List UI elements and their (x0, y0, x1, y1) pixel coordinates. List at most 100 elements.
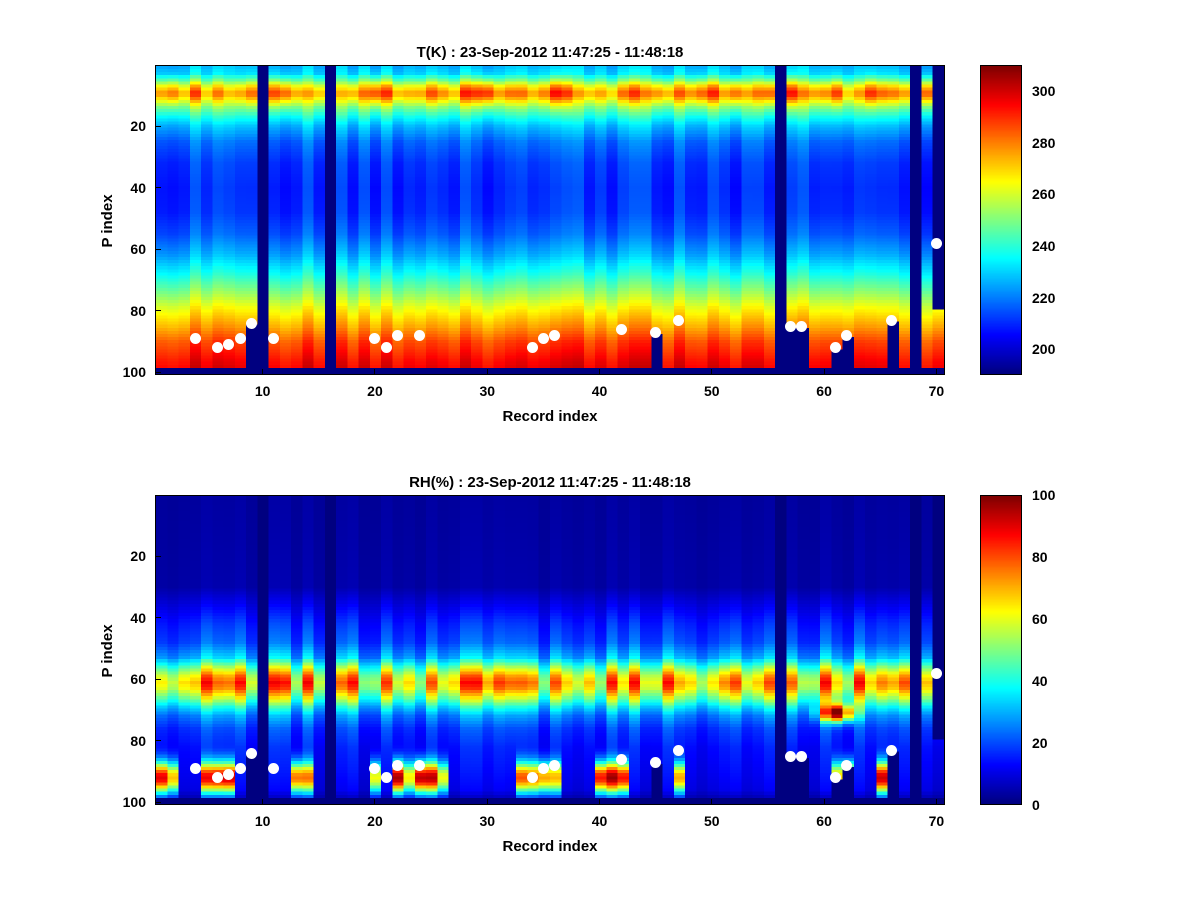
x-tick-mark (599, 799, 601, 804)
white-dot-marker (784, 320, 796, 332)
y-tick-label: 80 (130, 302, 146, 319)
white-dot-marker (189, 763, 201, 775)
white-dot-marker (616, 323, 628, 335)
y-tick-label: 20 (130, 548, 146, 565)
humidity-colorbar (980, 495, 1022, 805)
white-dot-marker (380, 772, 392, 784)
y-tick-mark (156, 187, 161, 189)
temperature-x-axis-label: Record index (502, 408, 598, 425)
white-dot-marker (841, 330, 853, 341)
white-dot-marker (549, 760, 561, 771)
white-dot-marker (369, 333, 381, 345)
y-tick-mark (156, 740, 161, 742)
y-tick-mark (156, 617, 161, 619)
humidity-heatmap-canvas (156, 496, 944, 804)
y-tick-label: 20 (130, 118, 146, 135)
white-dot-marker (526, 772, 538, 784)
white-dot-marker (796, 320, 808, 332)
white-dot-marker (414, 760, 426, 771)
white-dot-marker (414, 330, 426, 341)
x-tick-mark (935, 369, 937, 374)
y-tick-label: 80 (130, 732, 146, 749)
temperature-heatmap-canvas (156, 66, 944, 374)
white-dot-marker (549, 330, 561, 341)
x-tick-label: 10 (254, 813, 271, 829)
x-tick-label: 40 (591, 383, 608, 399)
x-tick-label: 30 (479, 813, 496, 829)
white-dot-marker (650, 326, 662, 338)
colorbar-tick-label: 280 (1032, 134, 1056, 151)
colorbar-tick-label: 100 (1032, 487, 1056, 503)
x-tick-mark (935, 799, 937, 804)
x-tick-mark (262, 369, 264, 374)
white-dot-marker (268, 333, 280, 345)
white-dot-marker (537, 333, 549, 345)
colorbar-tick-label: 40 (1032, 673, 1048, 689)
y-tick-mark (156, 801, 161, 803)
white-dot-marker (885, 744, 897, 756)
white-dot-marker (189, 333, 201, 345)
white-dot-marker (245, 317, 257, 329)
x-tick-mark (599, 369, 601, 374)
y-tick-label: 100 (122, 794, 146, 811)
temperature-title: T(K) : 23-Sep-2012 11:47:25 - 11:48:18 (416, 44, 684, 62)
white-dot-marker (268, 763, 280, 775)
x-tick-mark (486, 369, 488, 374)
colorbar-tick-label: 260 (1032, 186, 1056, 203)
white-dot-marker (796, 750, 808, 762)
colorbar-tick-label: 20 (1032, 735, 1048, 751)
temperature-y-axis-label: P index (99, 194, 116, 248)
white-dot-marker (885, 314, 897, 326)
x-tick-label: 50 (704, 383, 720, 399)
x-tick-mark (374, 369, 376, 374)
humidity-panel: RH(%) : 23-Sep-2012 11:47:25 - 11:48:18 … (0, 430, 1200, 880)
x-tick-label: 70 (928, 813, 945, 829)
x-tick-mark (823, 799, 825, 804)
colorbar-tick-label: 80 (1032, 549, 1048, 565)
y-tick-mark (156, 310, 161, 312)
colorbar-tick-label: 300 (1032, 82, 1056, 99)
temperature-markers-layer (156, 66, 944, 374)
white-dot-marker (223, 339, 235, 351)
white-dot-marker (212, 342, 224, 354)
x-tick-label: 60 (816, 383, 832, 399)
humidity-colorbar-canvas (981, 496, 1021, 804)
x-tick-mark (823, 369, 825, 374)
x-tick-label: 30 (479, 383, 496, 399)
humidity-plot-area (155, 495, 945, 805)
white-dot-marker (380, 342, 392, 354)
colorbar-tick-label: 240 (1032, 237, 1056, 254)
white-dot-marker (245, 747, 257, 759)
y-tick-label: 100 (122, 364, 146, 381)
y-tick-mark (156, 555, 161, 557)
colorbar-tick-label: 220 (1032, 289, 1056, 306)
humidity-markers-layer (156, 496, 944, 804)
y-tick-label: 40 (130, 609, 146, 626)
white-dot-marker (234, 333, 246, 345)
white-dot-marker (829, 772, 841, 784)
white-dot-marker (784, 750, 796, 762)
y-tick-label: 60 (130, 671, 146, 688)
white-dot-marker (223, 769, 235, 781)
x-tick-label: 20 (367, 813, 383, 829)
x-tick-mark (262, 799, 264, 804)
white-dot-marker (369, 763, 381, 775)
colorbar-tick-label: 0 (1032, 797, 1040, 813)
colorbar-tick-label: 200 (1032, 341, 1056, 358)
x-tick-label: 10 (254, 383, 271, 399)
y-tick-mark (156, 371, 161, 373)
y-tick-mark (156, 678, 161, 680)
x-tick-label: 70 (928, 383, 945, 399)
x-tick-label: 50 (704, 813, 720, 829)
humidity-x-axis-label: Record index (502, 838, 598, 855)
y-tick-mark (156, 125, 161, 127)
colorbar-tick-label: 60 (1032, 611, 1048, 627)
x-tick-label: 40 (591, 813, 608, 829)
white-dot-marker (930, 667, 942, 679)
white-dot-marker (829, 342, 841, 354)
white-dot-marker (672, 314, 684, 326)
temperature-plot-area (155, 65, 945, 375)
x-tick-label: 20 (367, 383, 383, 399)
white-dot-marker (672, 744, 684, 756)
